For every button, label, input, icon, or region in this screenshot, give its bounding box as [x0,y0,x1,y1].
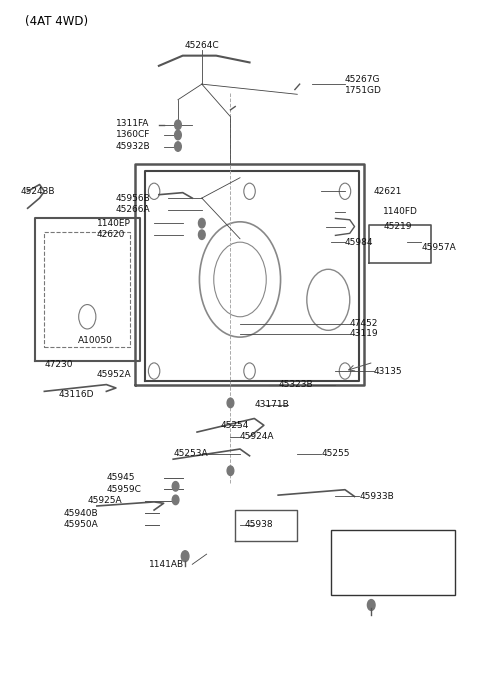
Text: 45254: 45254 [221,421,249,430]
Circle shape [175,130,181,140]
Text: 1360CF: 1360CF [116,131,150,140]
Text: 45323B: 45323B [278,380,313,389]
Text: 45267G: 45267G [345,75,381,84]
Text: 1140EH: 1140EH [350,546,385,555]
Text: 45924A: 45924A [240,432,275,441]
Circle shape [199,230,205,240]
Circle shape [199,219,205,228]
Text: A10050: A10050 [78,336,113,345]
Text: 45938: 45938 [245,520,274,529]
Text: 47452: 47452 [350,319,378,328]
Text: 1311FA: 1311FA [116,119,149,128]
Text: 43171B: 43171B [254,400,289,409]
Text: 42620: 42620 [97,230,125,239]
Circle shape [172,481,179,491]
Text: 45219: 45219 [383,222,412,231]
Text: 45933B: 45933B [360,492,394,501]
Circle shape [175,142,181,151]
Text: 45940B: 45940B [63,509,98,518]
Circle shape [175,120,181,129]
Text: 42621: 42621 [373,187,402,196]
Circle shape [227,466,234,475]
Text: 1140EP: 1140EP [97,219,131,227]
Text: 1140FD: 1140FD [383,207,418,216]
Circle shape [367,599,375,610]
Text: 43119: 43119 [350,329,378,338]
Text: 45243B: 45243B [21,187,55,196]
Text: 45945: 45945 [107,473,135,482]
Text: 45956B: 45956B [116,193,151,202]
Text: 1751GD: 1751GD [345,86,382,95]
Text: 45932B: 45932B [116,142,151,151]
Text: 1140DJ: 1140DJ [350,569,382,578]
Text: 43116D: 43116D [59,390,94,399]
Circle shape [227,398,234,408]
Text: 45264C: 45264C [184,41,219,50]
Circle shape [181,551,189,562]
FancyBboxPatch shape [331,530,455,595]
Text: 47230: 47230 [44,360,73,368]
Text: 45253A: 45253A [173,449,208,458]
Text: 43135: 43135 [373,366,402,375]
Circle shape [172,495,179,505]
Text: 45984: 45984 [345,238,373,247]
Text: 45952A: 45952A [97,370,132,379]
Text: 1141AB: 1141AB [149,560,184,569]
Text: 45266A: 45266A [116,205,151,214]
Text: 1140EJ: 1140EJ [350,558,381,567]
Text: 45255: 45255 [321,449,349,458]
Text: 45957A: 45957A [421,243,456,252]
Text: 45950A: 45950A [63,520,98,529]
Text: 45959C: 45959C [107,484,141,494]
Text: (4AT 4WD): (4AT 4WD) [25,15,88,28]
Text: 45925A: 45925A [87,496,122,505]
